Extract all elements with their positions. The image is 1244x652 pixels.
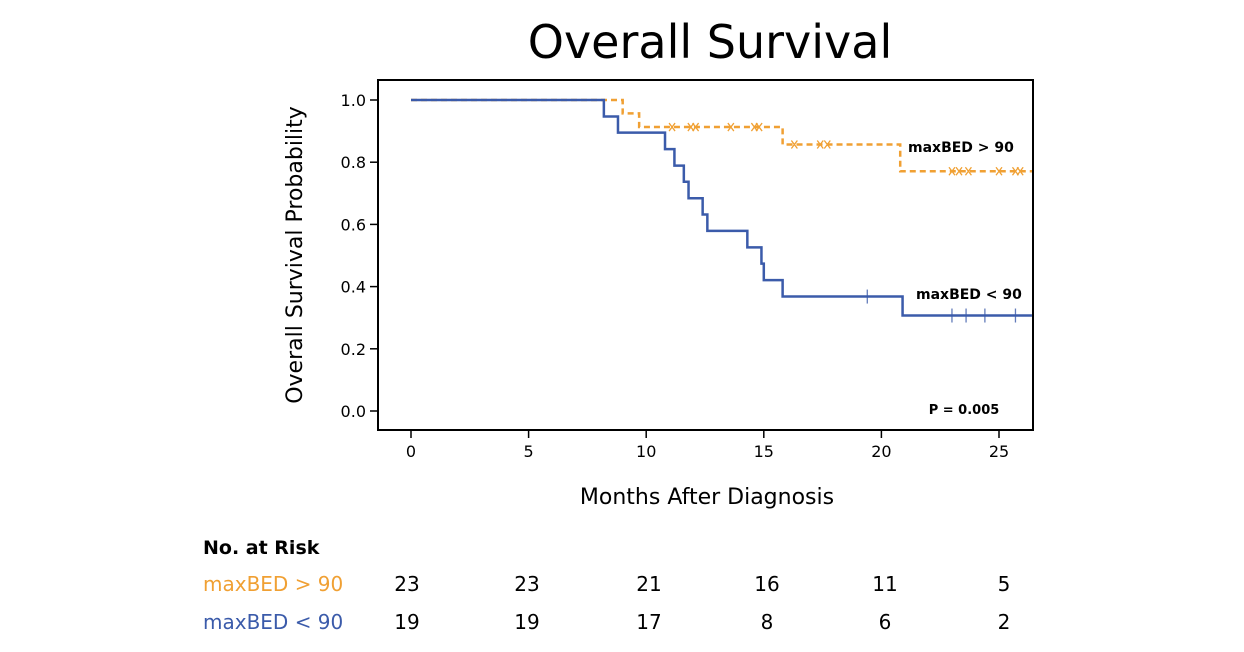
risk-row-label: maxBED > 90 — [203, 572, 344, 596]
risk-count: 2 — [997, 610, 1011, 634]
risk-count: 17 — [636, 610, 662, 634]
risk-count: 16 — [754, 572, 780, 596]
censor-mark — [790, 140, 798, 149]
censor-mark — [1016, 166, 1024, 176]
risk-count: 21 — [636, 572, 662, 596]
x-tick-label: 0 — [406, 442, 416, 461]
y-tick-label: 0.8 — [341, 153, 366, 172]
censor-mark — [948, 166, 956, 176]
plot-frame — [377, 79, 1034, 431]
survival-curve-0 — [411, 98, 1032, 173]
risk-row-label: maxBED < 90 — [203, 610, 344, 634]
x-tick-label: 25 — [989, 442, 1009, 461]
risk-count: 8 — [760, 610, 774, 634]
y-tick-label: 1.0 — [341, 91, 366, 110]
y-tick-label: 0.2 — [341, 340, 366, 359]
risk-count: 5 — [997, 572, 1011, 596]
risk-table-title: No. at Risk — [203, 537, 320, 559]
survival-curve-1 — [411, 98, 1032, 317]
censor-mark — [995, 166, 1003, 176]
risk-count: 23 — [514, 572, 540, 596]
risk-count: 11 — [872, 572, 898, 596]
risk-count: 19 — [394, 610, 420, 634]
chart-title: Overall Survival — [528, 15, 892, 69]
censor-mark — [964, 166, 972, 176]
y-tick-label: 0.6 — [341, 215, 366, 234]
y-axis-label: Overall Survival Probability — [283, 106, 308, 404]
censor-mark — [823, 140, 831, 149]
risk-count: 19 — [514, 610, 540, 634]
x-tick-label: 15 — [754, 442, 774, 461]
y-tick-label: 0.4 — [341, 278, 366, 297]
risk-count: 23 — [394, 572, 420, 596]
censor-mark — [955, 166, 963, 176]
curve-label: maxBED > 90 — [908, 140, 1014, 156]
x-tick-label: 20 — [871, 442, 891, 461]
censor-mark — [668, 122, 676, 132]
y-tick-label: 0.0 — [341, 402, 366, 421]
censor-mark — [727, 122, 735, 132]
x-tick-label: 5 — [524, 442, 534, 461]
x-axis-label: Months After Diagnosis — [580, 485, 834, 510]
censor-mark — [755, 122, 763, 132]
x-tick-label: 10 — [636, 442, 656, 461]
p-value-annotation: P = 0.005 — [929, 403, 1000, 418]
risk-count: 6 — [878, 610, 892, 634]
curve-label: maxBED < 90 — [916, 287, 1022, 303]
censor-mark — [692, 122, 700, 132]
censor-mark — [816, 140, 824, 149]
